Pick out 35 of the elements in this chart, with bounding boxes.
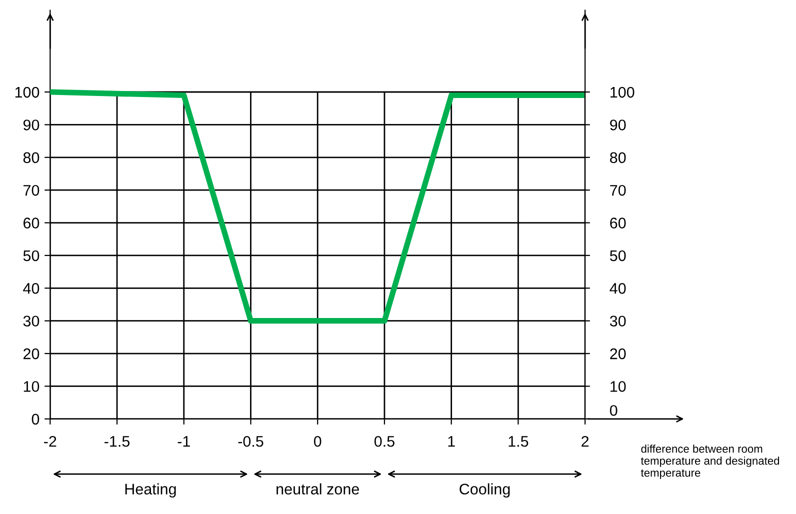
x-tick-label: 0.5 [374, 436, 394, 447]
y2-tick-label: 80 [23, 152, 40, 164]
y2-tick-label: 10 [24, 381, 40, 392]
text: Heating [125, 483, 176, 498]
x-tick-label: -2 [44, 436, 56, 447]
y-tick-label: 70 [610, 184, 626, 196]
y-tick-label: 90 [610, 120, 626, 130]
y2-tick-label: 40 [23, 283, 40, 294]
x-tick-label: -0.5 [238, 436, 264, 447]
text: Cooling [460, 483, 510, 498]
y2-tick-label: 100 [15, 86, 40, 98]
y-tick-label: 10 [610, 381, 626, 392]
y2-tick-label: 70 [24, 184, 40, 196]
x-tick-label: 1 [448, 436, 455, 447]
x-tick-label: -1 [178, 436, 190, 447]
x-tick-label: 2 [582, 436, 589, 447]
y-tick-label: 0 [610, 405, 618, 416]
y-tick-label: 100 [610, 86, 634, 98]
y2-tick-label: 0 [32, 414, 40, 425]
y2-tick-label: 60 [24, 218, 40, 228]
y2-tick-label: 30 [23, 316, 40, 327]
y-tick-label: 80 [610, 152, 626, 164]
x-tick-label: -1.5 [104, 436, 130, 447]
y-tick-label: 30 [610, 316, 626, 327]
x-axis-title: difference between room temperature and designated temperature [640, 444, 780, 479]
y-tick-label: 20 [610, 348, 626, 360]
y2-tick-label: 90 [23, 120, 40, 130]
x-tick-label: 0 [314, 436, 322, 447]
y2-tick-label: 50 [23, 250, 40, 262]
y-tick-label: 60 [610, 218, 626, 228]
y2-tick-label: 20 [24, 348, 40, 360]
text: neutral zone [276, 483, 359, 495]
y-tick-label: 50 [610, 250, 626, 262]
y-tick-label: 40 [610, 283, 626, 294]
x-tick-label: 1.5 [508, 436, 528, 447]
